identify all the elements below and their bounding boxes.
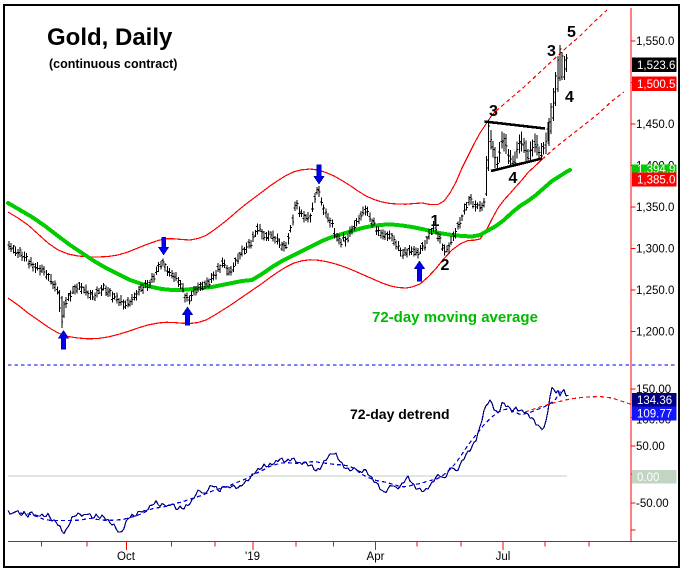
svg-text:0.00: 0.00 [637, 472, 659, 484]
svg-text:5: 5 [567, 24, 576, 41]
svg-text:1,200.0: 1,200.0 [636, 327, 674, 339]
svg-text:Oct: Oct [117, 551, 136, 563]
svg-text:3: 3 [489, 103, 498, 120]
svg-text:1,523.6: 1,523.6 [637, 60, 675, 72]
svg-text:1,250.0: 1,250.0 [636, 285, 674, 297]
svg-text:109.77: 109.77 [637, 409, 672, 421]
svg-text:134.36: 134.36 [637, 395, 672, 407]
svg-text:1,350.0: 1,350.0 [636, 202, 674, 214]
svg-text:50.00: 50.00 [636, 441, 665, 453]
svg-text:1,550.0: 1,550.0 [636, 36, 674, 48]
svg-text:1,450.0: 1,450.0 [636, 119, 674, 131]
svg-text:Apr: Apr [367, 551, 385, 563]
svg-text:4: 4 [565, 89, 574, 106]
svg-text:1,300.0: 1,300.0 [636, 244, 674, 256]
svg-text:'19: '19 [245, 551, 260, 563]
svg-text:72-day detrend: 72-day detrend [350, 406, 450, 422]
svg-text:(continuous contract): (continuous contract) [49, 57, 177, 71]
svg-text:2: 2 [441, 257, 450, 274]
svg-text:-50.00: -50.00 [636, 498, 669, 510]
svg-text:1,394.9: 1,394.9 [637, 164, 675, 176]
svg-text:1,385.0: 1,385.0 [637, 175, 675, 187]
svg-text:Jul: Jul [496, 551, 511, 563]
svg-text:1,500.5: 1,500.5 [637, 79, 675, 91]
svg-text:4: 4 [509, 170, 518, 187]
svg-text:3: 3 [547, 43, 556, 60]
svg-text:72-day moving average: 72-day moving average [372, 309, 538, 326]
svg-text:Gold, Daily: Gold, Daily [47, 24, 173, 51]
svg-text:1: 1 [431, 213, 440, 230]
